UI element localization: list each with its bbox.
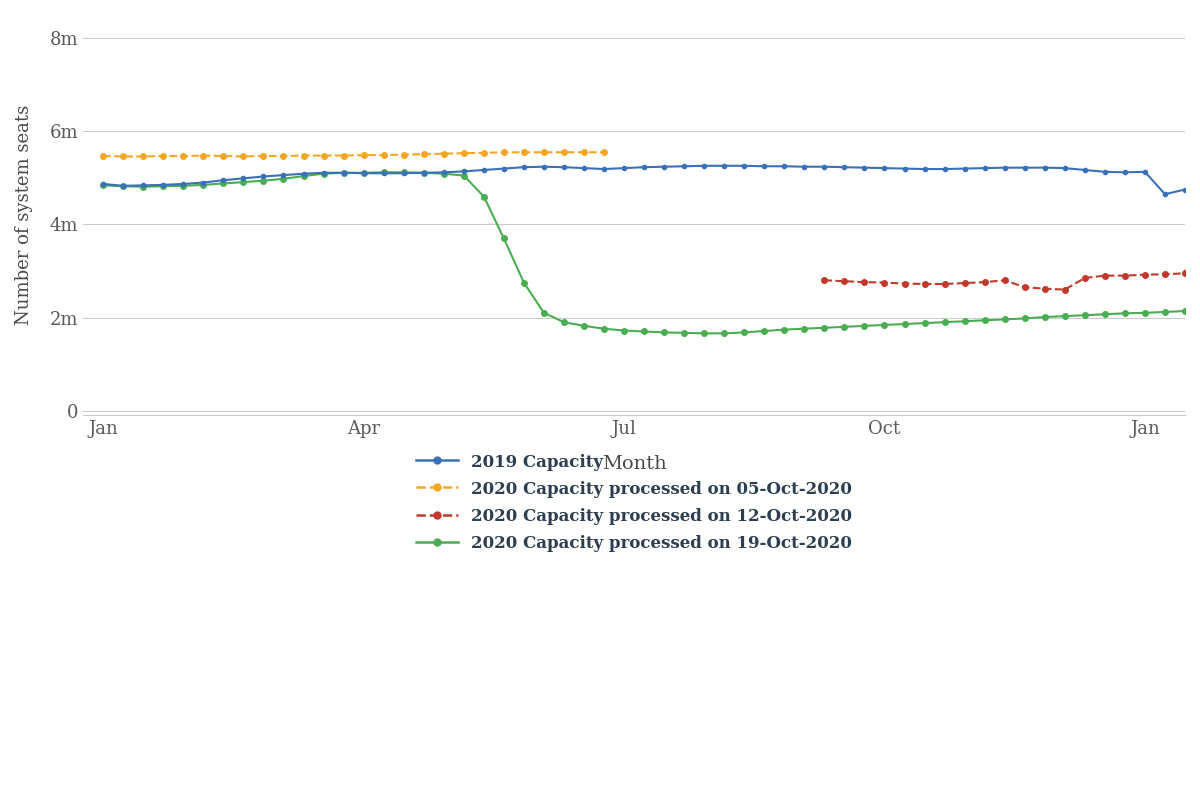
X-axis label: Month: Month: [601, 454, 666, 473]
Y-axis label: Number of system seats: Number of system seats: [16, 105, 34, 326]
Legend: 2019 Capacity, 2020 Capacity processed on 05-Oct-2020, 2020 Capacity processed o: 2019 Capacity, 2020 Capacity processed o…: [409, 447, 859, 559]
